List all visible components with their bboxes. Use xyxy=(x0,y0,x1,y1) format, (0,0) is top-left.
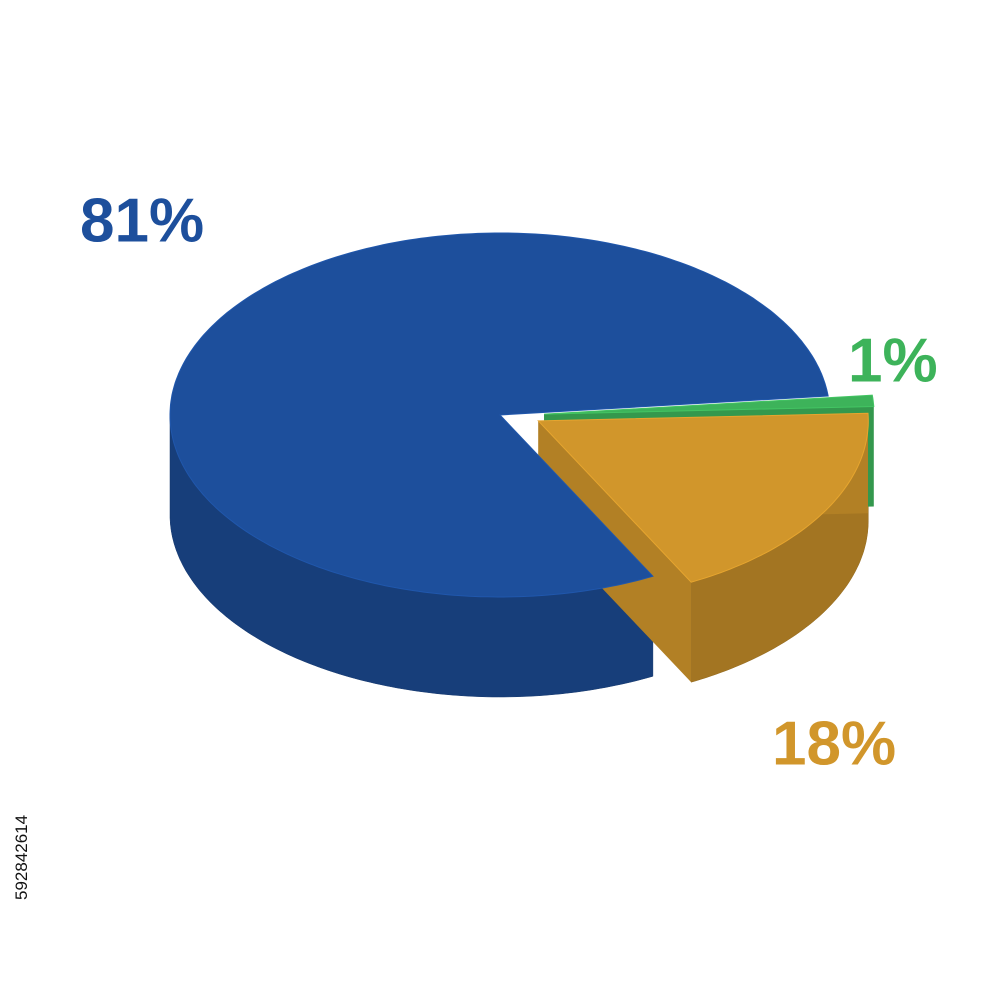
value-label: 81% xyxy=(80,186,204,255)
value-label: 1% xyxy=(848,326,938,395)
stock-id: 592842614 xyxy=(12,815,31,900)
slice xyxy=(544,394,875,415)
slice xyxy=(169,232,829,598)
value-label: 18% xyxy=(772,709,896,778)
slice xyxy=(537,412,869,583)
